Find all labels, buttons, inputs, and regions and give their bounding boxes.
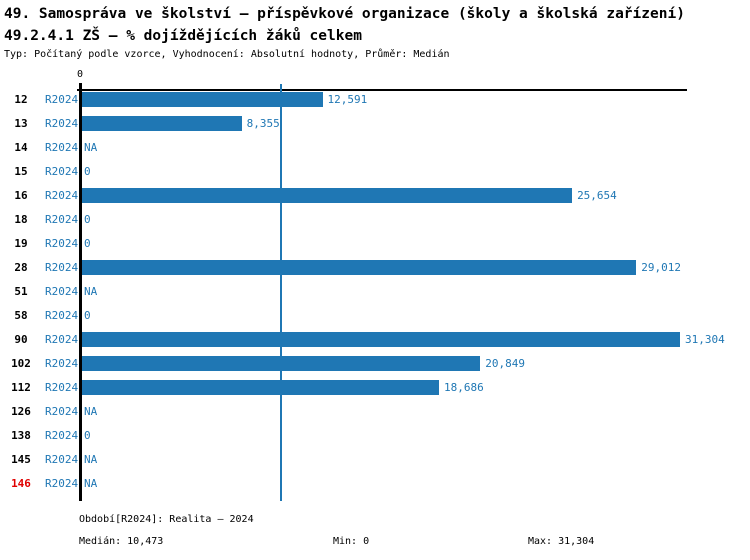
value-label: 8,355 (246, 117, 280, 130)
row-period-label: R2024 (45, 165, 79, 178)
row-period-label: R2024 (45, 93, 79, 106)
value-label: NA (84, 285, 98, 298)
row-category-label: 90 (14, 333, 28, 346)
value-label: 0 (84, 213, 91, 226)
row-category-label: 14 (14, 141, 28, 154)
value-bar (82, 260, 637, 275)
row-period-label: R2024 (45, 429, 79, 442)
value-label: 12,591 (327, 93, 368, 106)
row-category-label: 146 (11, 477, 31, 490)
chart-subtitle: 49.2.4.1 ZŠ – % dojíždějících žáků celke… (4, 28, 362, 44)
median-reference-line (280, 84, 283, 501)
row-period-label: R2024 (45, 141, 79, 154)
footer-median-label: Medián: 10,473 (79, 536, 164, 547)
row-category-label: 138 (11, 429, 31, 442)
value-label: NA (84, 477, 98, 490)
row-period-label: R2024 (45, 309, 79, 322)
value-label: NA (84, 405, 98, 418)
value-label: 0 (84, 429, 91, 442)
value-label: NA (84, 141, 98, 154)
row-category-label: 15 (14, 165, 28, 178)
row-period-label: R2024 (45, 333, 79, 346)
row-period-label: R2024 (45, 285, 79, 298)
value-bar (82, 356, 481, 371)
row-category-label: 145 (11, 453, 31, 466)
row-period-label: R2024 (45, 189, 79, 202)
row-category-label: 58 (14, 309, 28, 322)
footer-max-label: Max: 31,304 (528, 536, 595, 547)
value-label: 0 (84, 165, 91, 178)
value-label: 18,686 (443, 381, 484, 394)
chart-title: 49. Samospráva ve školství – příspěvkové… (4, 6, 685, 22)
row-category-label: 126 (11, 405, 31, 418)
row-period-label: R2024 (45, 477, 79, 490)
footer-min-label: Min: 0 (333, 536, 370, 547)
x-axis-zero-tick-label: 0 (76, 69, 84, 80)
row-category-label: 19 (14, 237, 28, 250)
row-period-label: R2024 (45, 261, 79, 274)
row-period-label: R2024 (45, 117, 79, 130)
value-label: NA (84, 453, 98, 466)
value-bar (82, 188, 573, 203)
row-category-label: 16 (14, 189, 28, 202)
value-label: 0 (84, 237, 91, 250)
row-category-label: 102 (11, 357, 31, 370)
x-axis-top-line (77, 89, 687, 91)
row-category-label: 13 (14, 117, 28, 130)
row-period-label: R2024 (45, 405, 79, 418)
chart-meta-line: Typ: Počítaný podle vzorce, Vyhodnocení:… (4, 49, 450, 60)
row-category-label: 12 (14, 93, 28, 106)
value-bar (82, 380, 439, 395)
row-period-label: R2024 (45, 357, 79, 370)
value-label: 25,654 (577, 189, 617, 202)
value-label: 31,304 (685, 333, 725, 346)
row-category-label: 51 (14, 285, 28, 298)
value-bar (82, 332, 680, 347)
row-period-label: R2024 (45, 213, 79, 226)
row-period-label: R2024 (45, 381, 79, 394)
value-bar (82, 116, 242, 131)
y-axis-line (79, 83, 82, 501)
value-bar (82, 92, 323, 107)
row-category-label: 28 (14, 261, 28, 274)
value-label: 0 (84, 309, 91, 322)
row-period-label: R2024 (45, 237, 79, 250)
row-category-label: 112 (11, 381, 31, 394)
footer-period-label: Období[R2024]: Realita – 2024 (79, 514, 254, 525)
row-category-label: 18 (14, 213, 28, 226)
value-label: 29,012 (641, 261, 681, 274)
value-label: 20,849 (485, 357, 526, 370)
row-period-label: R2024 (45, 453, 79, 466)
